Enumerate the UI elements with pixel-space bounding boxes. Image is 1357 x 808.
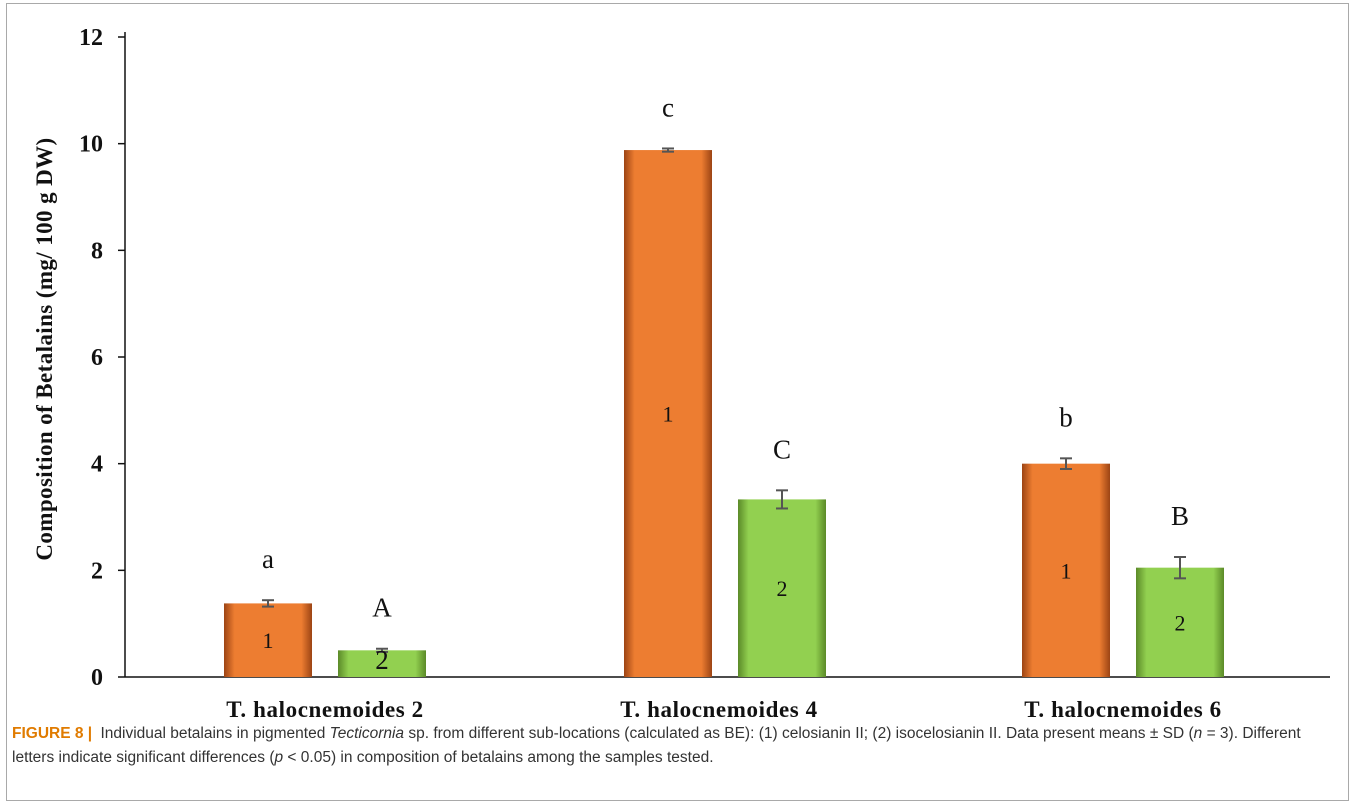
x-category-label: T. halocnemoides 4 — [620, 697, 818, 720]
significance-letter: C — [773, 434, 791, 464]
y-tick-label: 6 — [91, 345, 103, 371]
significance-letter: a — [262, 544, 274, 574]
figure-label: FIGURE 8 — [12, 725, 84, 742]
bar-series1-2 — [624, 150, 712, 678]
caption-genus: Tecticornia — [329, 725, 405, 742]
bar-number-label: 2 — [375, 645, 389, 675]
y-tick-label: 12 — [79, 25, 103, 51]
bar-series2-3 — [1136, 567, 1224, 677]
caption-text-4: < 0.05) in composition of betalains amon… — [283, 749, 714, 766]
significance-letter: c — [662, 92, 674, 122]
x-category-label: T. halocnemoides 6 — [1024, 697, 1222, 720]
caption-text-2: sp. from different sub-locations (calcul… — [404, 725, 1194, 742]
y-tick-label: 0 — [91, 665, 103, 691]
y-tick-label: 2 — [91, 558, 103, 584]
caption-text-1: Individual betalains in pigmented — [96, 725, 330, 742]
bar-number-label: 1 — [1061, 558, 1072, 583]
bar-number-label: 2 — [777, 576, 788, 601]
figure-caption: FIGURE 8 | Individual betalains in pigme… — [12, 722, 1342, 770]
bar-series1-3 — [1022, 463, 1110, 677]
x-category-label: T. halocnemoides 2 — [226, 697, 424, 720]
caption-p-var: p — [274, 749, 284, 766]
significance-letter: B — [1171, 501, 1189, 531]
bar-series2-1 — [338, 650, 426, 677]
bar-number-label: 1 — [663, 402, 674, 427]
bar-series2-2 — [738, 499, 826, 677]
y-tick-label: 10 — [79, 132, 103, 158]
y-tick-label: 8 — [91, 238, 103, 264]
bar-number-label: 1 — [263, 628, 274, 653]
caption-n-var: n — [1193, 725, 1203, 742]
y-axis-label: Composition of Betalains (mg/ 100 g DW) — [32, 137, 57, 560]
bar-number-label: 2 — [1175, 610, 1186, 635]
significance-letter: A — [372, 593, 392, 623]
caption-text-3: = 3). Different letters indicate signifi… — [12, 725, 1301, 766]
y-tick-label: 4 — [91, 452, 103, 478]
bar-series1-1 — [224, 603, 312, 677]
significance-letter: b — [1059, 402, 1073, 432]
caption-separator: | — [87, 725, 93, 742]
